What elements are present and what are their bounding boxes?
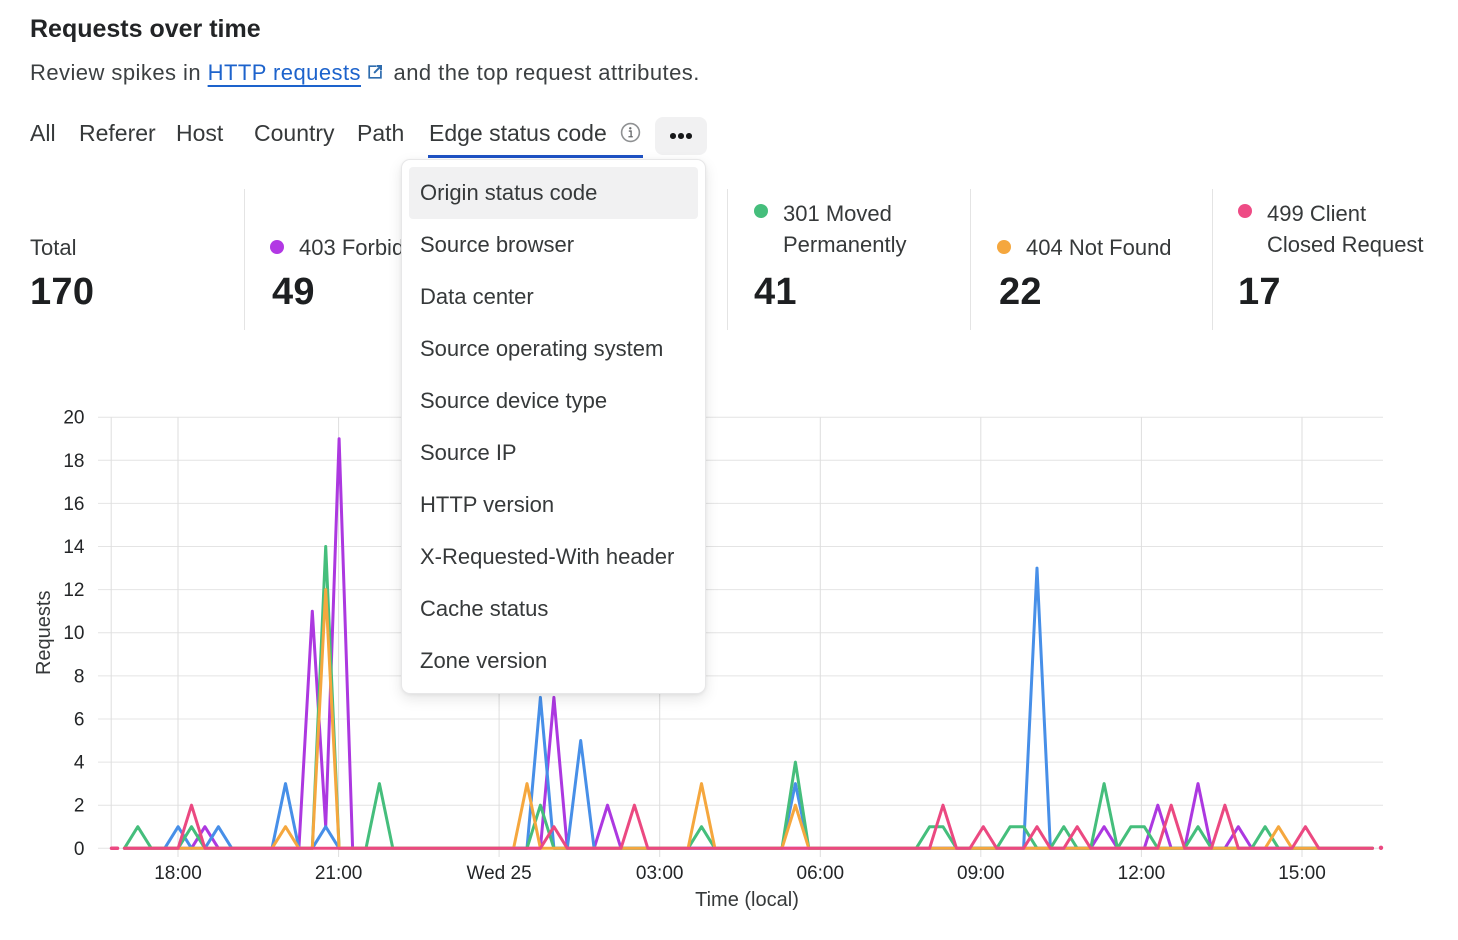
svg-text:Requests: Requests (33, 591, 55, 676)
svg-text:Wed 25: Wed 25 (467, 863, 532, 884)
svg-text:18:00: 18:00 (154, 863, 202, 884)
svg-text:8: 8 (74, 666, 85, 687)
svg-text:06:00: 06:00 (797, 863, 845, 884)
svg-text:0: 0 (74, 839, 85, 860)
svg-text:2: 2 (74, 796, 85, 817)
svg-text:6: 6 (74, 710, 85, 731)
svg-text:4: 4 (74, 753, 85, 774)
svg-text:Time (local): Time (local) (695, 889, 799, 911)
svg-text:12:00: 12:00 (1118, 863, 1166, 884)
svg-text:09:00: 09:00 (957, 863, 1005, 884)
svg-text:03:00: 03:00 (636, 863, 684, 884)
svg-text:16: 16 (63, 494, 84, 515)
svg-text:12: 12 (63, 580, 84, 601)
svg-text:21:00: 21:00 (315, 863, 363, 884)
svg-text:18: 18 (63, 451, 84, 472)
svg-text:10: 10 (63, 623, 84, 644)
svg-text:14: 14 (63, 537, 85, 558)
svg-text:20: 20 (63, 408, 84, 429)
svg-text:15:00: 15:00 (1278, 863, 1326, 884)
